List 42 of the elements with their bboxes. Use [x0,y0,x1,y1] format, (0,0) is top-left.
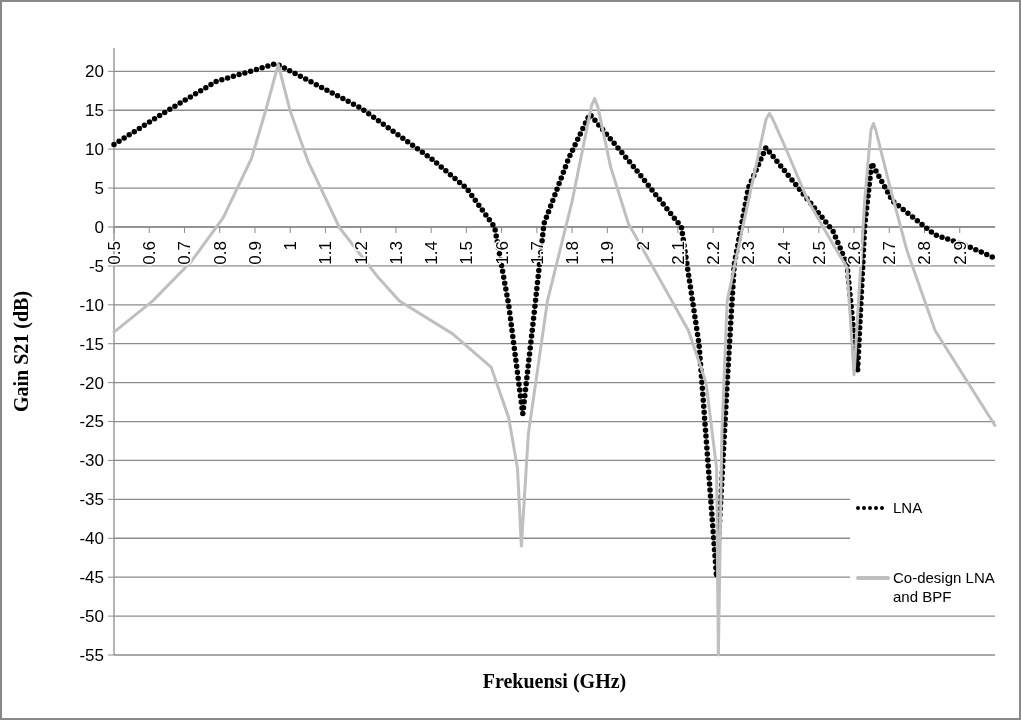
x-tick-label: 1.4 [422,240,442,265]
y-tick-label: 20 [85,62,104,82]
x-tick-label: 2.7 [880,240,900,265]
x-tick-label: 1.5 [457,240,477,265]
x-tick-label: 2.4 [774,240,794,265]
y-tick-label: -50 [79,607,104,627]
y-tick-label: 5 [94,179,104,199]
x-tick-label: 1.2 [351,240,371,265]
y-tick-label: -40 [79,529,104,549]
x-tick-label: 0.9 [245,240,265,265]
y-tick-label: -35 [79,490,104,510]
y-tick-label: 0 [94,217,104,237]
x-tick-label: 0.5 [104,240,124,265]
y-tick-label: -20 [79,373,104,393]
x-axis-title: Frekuensi (GHz) [482,670,627,693]
legend-label: Co-design LNA and BPF [893,569,995,605]
y-tick-label: 10 [85,140,104,160]
x-tick-label: 0.6 [140,240,160,265]
x-tick-label: 1.1 [316,240,336,265]
y-tick-label: -10 [79,295,104,315]
y-tick-label: -45 [79,568,104,588]
x-tick-label: 1 [281,240,301,251]
y-tick-label: -15 [79,334,104,354]
x-tick-label: 1.3 [386,240,406,265]
x-tick-label: 2.5 [809,240,829,265]
x-tick-label: 2.2 [704,240,724,265]
x-tick-label: 2.8 [915,240,935,265]
y-tick-label: -30 [79,451,104,471]
x-tick-label: 0.7 [175,240,195,265]
x-tick-label: 2.9 [950,240,970,265]
y-tick-label: -55 [79,645,104,665]
x-tick-label: 0.8 [210,240,230,265]
x-tick-label: 2 [633,240,653,251]
x-tick-label: 2.6 [844,240,864,265]
y-tick-label: -25 [79,412,104,432]
y-axis-title: Gain S21 (dB) [10,290,33,413]
legend-label: LNA [893,499,923,517]
y-tick-label: -5 [88,256,104,276]
x-tick-label: 1.9 [598,240,618,265]
y-tick-label: 15 [85,101,104,121]
x-tick-label: 1.8 [563,240,583,265]
x-tick-label: 2.3 [739,240,759,265]
